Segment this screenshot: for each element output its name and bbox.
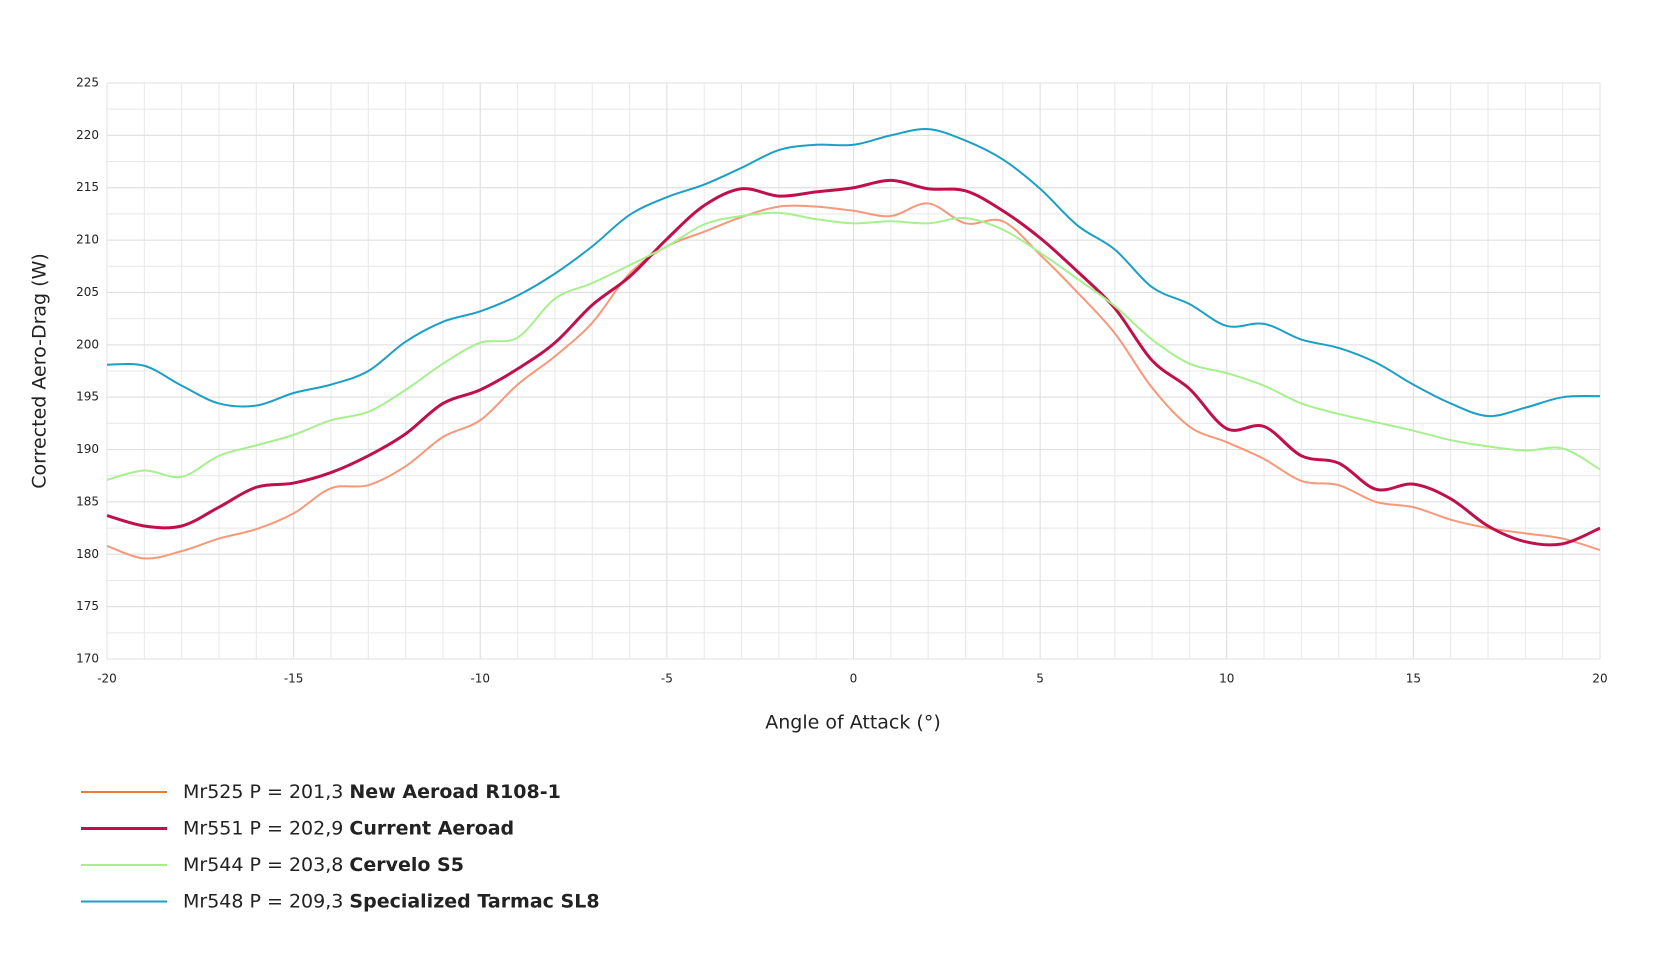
legend-label: Mr551 P = 202,9 Current Aeroad <box>183 817 514 839</box>
y-axis-title: Corrected Aero-Drag (W) <box>29 253 51 489</box>
y-tick-label: 180 <box>76 547 99 561</box>
y-tick-label: 210 <box>76 233 99 247</box>
series-line <box>106 202 1601 560</box>
y-tick-label: 190 <box>76 442 99 456</box>
x-axis-title: Angle of Attack (°) <box>765 712 940 734</box>
y-tick-label: 220 <box>76 128 99 142</box>
series-line <box>106 127 1601 418</box>
x-tick-label: -15 <box>284 672 304 686</box>
legend-prefix: Mr551 P = 202,9 <box>183 817 343 839</box>
legend-name: Current Aeroad <box>349 817 514 839</box>
legend-name: Specialized Tarmac SL8 <box>349 890 599 912</box>
legend-name: Cervelo S5 <box>349 854 464 876</box>
y-tick-label: 170 <box>76 652 99 666</box>
x-tick-label: -10 <box>470 672 490 686</box>
x-tick-label: 20 <box>1592 672 1607 686</box>
y-tick-label: 225 <box>76 76 99 90</box>
legend-prefix: Mr525 P = 201,3 <box>183 781 343 803</box>
legend-label: Mr548 P = 209,3 Specialized Tarmac SL8 <box>183 890 600 912</box>
y-tick-label: 205 <box>76 285 99 299</box>
legend-prefix: Mr548 P = 209,3 <box>183 890 343 912</box>
x-tick-label: 0 <box>850 672 858 686</box>
y-tick-label: 185 <box>76 494 99 508</box>
legend-label: Mr525 P = 201,3 New Aeroad R108-1 <box>183 781 561 803</box>
legend-prefix: Mr544 P = 203,8 <box>183 854 343 876</box>
x-tick-label: 5 <box>1036 672 1044 686</box>
x-tick-label: 15 <box>1406 672 1421 686</box>
legend-name: New Aeroad R108-1 <box>349 781 560 803</box>
legend-label: Mr544 P = 203,8 Cervelo S5 <box>183 854 464 876</box>
y-tick-label: 215 <box>76 180 99 194</box>
y-tick-label: 200 <box>76 337 99 351</box>
x-tick-label: -20 <box>97 672 117 686</box>
y-tick-label: 195 <box>76 390 99 404</box>
y-tick-label: 175 <box>76 599 99 613</box>
series-line <box>106 178 1601 547</box>
x-tick-label: 10 <box>1219 672 1234 686</box>
x-tick-label: -5 <box>661 672 673 686</box>
series-line <box>106 211 1601 481</box>
